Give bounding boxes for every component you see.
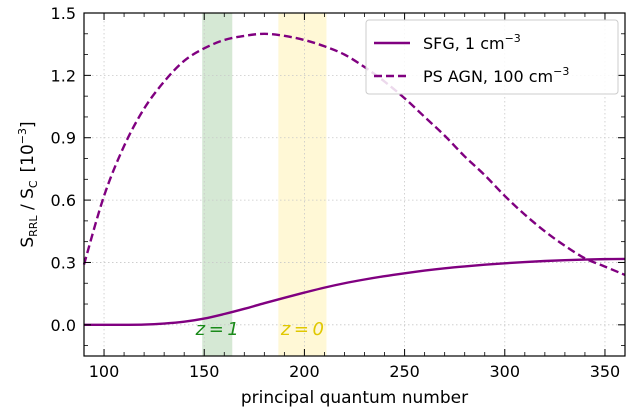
y-tick-label-2: 0.6: [51, 191, 76, 210]
x-tick-label-3: 250: [389, 362, 420, 381]
legend-label-ps-agn: PS AGN, 100 cm−3: [423, 65, 569, 86]
x-tick-label-0: 100: [89, 362, 120, 381]
y-label-main: S: [18, 237, 38, 248]
band-labels: z = 1 z = 0: [195, 319, 324, 340]
x-axis-label: principal quantum number: [241, 388, 468, 408]
x-tick-label-2: 200: [289, 362, 320, 381]
y-tick-label-3: 0.9: [51, 129, 76, 148]
highlight-bands: [202, 13, 327, 356]
y-tick-label-5: 1.5: [51, 4, 76, 23]
y-axis-label: SRRL / SC [10−3]: [16, 121, 40, 247]
band-label-0: z = 1: [195, 319, 239, 340]
series-lines: [82, 32, 626, 327]
x-tick-label-4: 300: [490, 362, 521, 381]
y-label-unit: [10: [18, 144, 38, 172]
y-label-unit-end: ]: [18, 121, 38, 128]
legend-label-sfg: SFG, 1 cm−3: [423, 32, 521, 53]
y-tick-label-1: 0.3: [51, 253, 76, 272]
legend: SFG, 1 cm−3 PS AGN, 100 cm−3: [365, 19, 619, 95]
y-tick-label-4: 1.2: [51, 66, 76, 85]
y-label-main-sub: RRL: [27, 215, 40, 237]
y-tick-label-0: 0.0: [51, 316, 76, 335]
band-1: [278, 13, 327, 356]
y-label-unit-sup: −3: [16, 128, 29, 144]
y-label-mid: / S: [18, 188, 38, 215]
x-tick-label-5: 350: [590, 362, 621, 381]
band-label-1: z = 0: [280, 319, 324, 340]
legend-box: [365, 19, 619, 95]
series-1-line: [82, 32, 626, 277]
series-0-line: [83, 257, 626, 327]
plot-frame: [83, 12, 626, 357]
x-tick-label-1: 150: [189, 362, 220, 381]
y-label-mid-sub: C: [27, 180, 40, 188]
axis-ticks: 100 150 200 250 300 350 0.0 0.3 0.6 0.9 1.2 1.5: [51, 4, 626, 381]
band-0: [202, 13, 233, 356]
